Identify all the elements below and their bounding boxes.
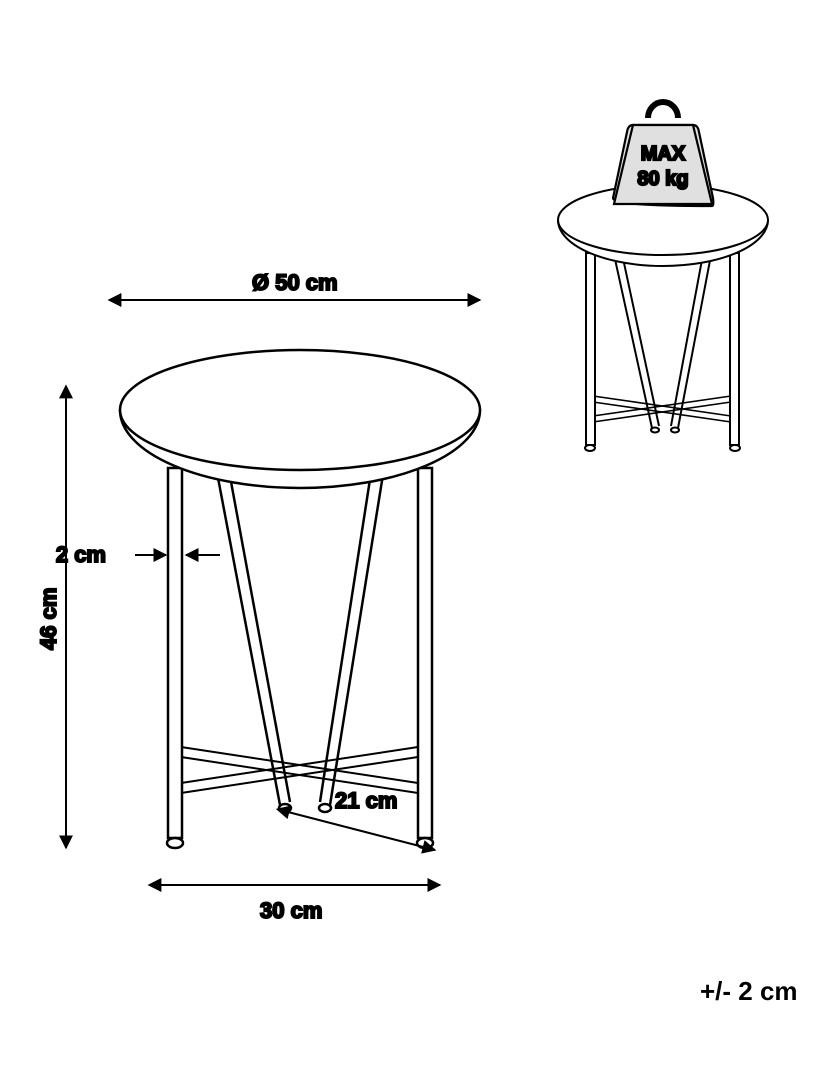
dim-height-label: 46 cm [36, 588, 61, 650]
main-table [120, 350, 480, 848]
small-cross-brace [593, 396, 731, 422]
small-leg-front-left [586, 253, 595, 445]
diagram-svg: MAX 80 kg Ø 50 cm 46 cm 2 cm 30 cm 21 cm… [0, 0, 830, 1080]
weight-max-label: MAX [641, 143, 686, 165]
small-foot [730, 445, 740, 451]
cross-brace [181, 747, 418, 793]
small-leg-front-right [730, 253, 739, 445]
small-foot [585, 445, 595, 451]
tabletop [120, 350, 480, 470]
small-foot [671, 428, 679, 433]
foot [279, 804, 291, 812]
leg-front-right [418, 468, 432, 838]
dim-base-width-label: 30 cm [260, 898, 322, 923]
small-foot [651, 428, 659, 433]
weight-icon: MAX 80 kg [613, 102, 713, 206]
dim-diameter-label: Ø 50 cm [252, 270, 338, 295]
dim-base-diag-label: 21 cm [335, 788, 397, 813]
diagram-container: MAX 80 kg Ø 50 cm 46 cm 2 cm 30 cm 21 cm… [0, 0, 830, 1080]
small-table [558, 185, 768, 451]
leg-front-left [168, 468, 182, 838]
small-leg-back-left [613, 249, 659, 428]
dim-base-diag-line [288, 812, 435, 850]
weight-value-label: 80 kg [637, 168, 688, 190]
dim-leg-thickness-label: 2 cm [56, 542, 106, 567]
foot [319, 804, 331, 812]
tolerance-label: +/- 2 cm [700, 976, 798, 1006]
foot [167, 838, 183, 848]
